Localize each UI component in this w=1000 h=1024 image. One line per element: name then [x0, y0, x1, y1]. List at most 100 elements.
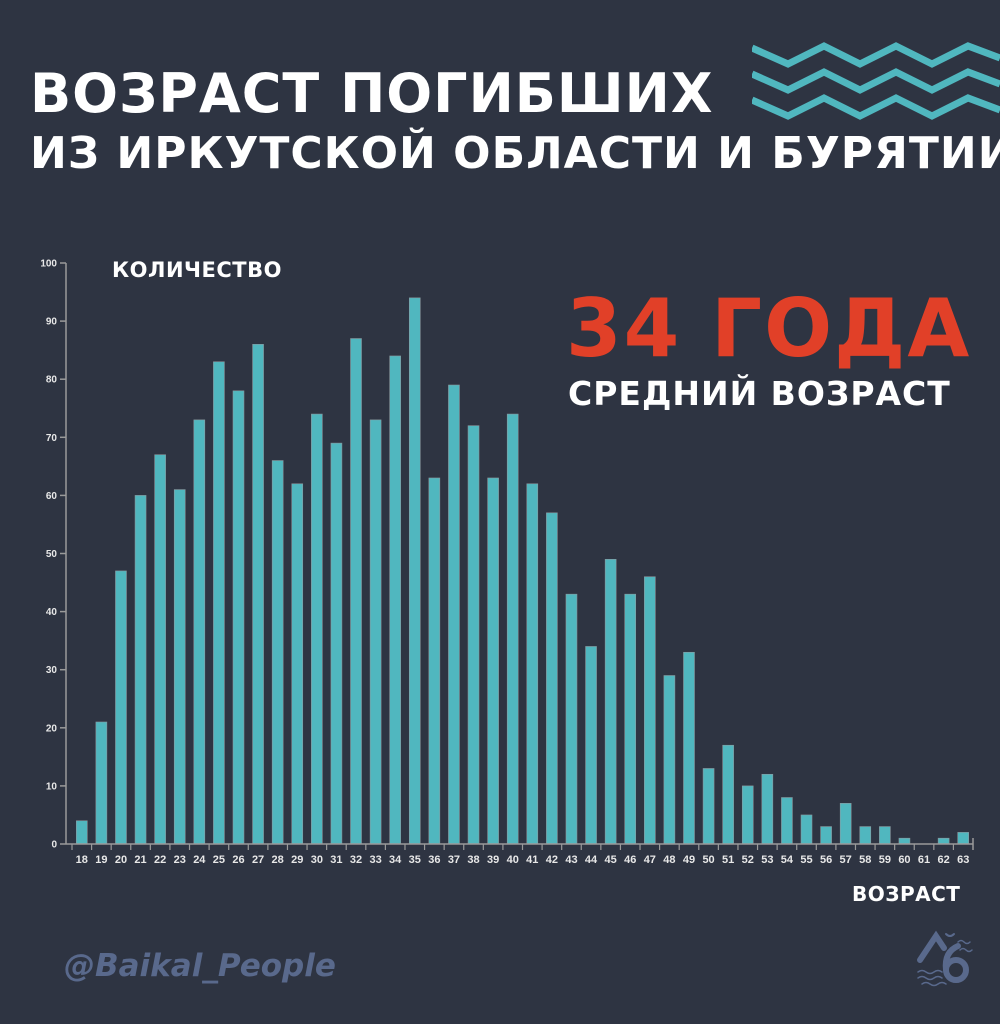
bar-age-31 [330, 442, 343, 845]
bar-age-38 [467, 425, 480, 845]
bar-age-54 [781, 797, 793, 845]
bar-age-63 [957, 832, 969, 845]
x-tick-label: 34 [389, 854, 402, 866]
x-tick-label: 18 [76, 854, 88, 866]
x-tick-label: 45 [605, 854, 617, 866]
bar-age-21 [134, 495, 147, 845]
bar-age-58 [859, 826, 872, 845]
x-tick-label: 42 [546, 854, 558, 866]
bar-age-60 [898, 837, 911, 845]
bar-age-19 [95, 721, 108, 845]
x-tick-label: 58 [859, 854, 871, 866]
baikal-people-logo-icon [917, 930, 973, 987]
bar-age-40 [506, 413, 519, 845]
x-tick-label: 31 [330, 854, 342, 866]
bar-age-43 [565, 593, 578, 845]
x-tick-label: 50 [702, 854, 714, 866]
bar-age-39 [487, 477, 499, 845]
bar-age-37 [448, 384, 460, 845]
bar-age-55 [800, 814, 813, 845]
bar-age-27 [252, 344, 264, 845]
x-tick-label: 20 [115, 854, 127, 866]
x-tick-label: 44 [585, 854, 598, 866]
x-axis: 18 19 20 21 22 23 24 25 26 27 28 29 30 31 32 33 34 35 36 37… [66, 838, 974, 866]
x-tick-label: 51 [722, 854, 734, 866]
x-tick-label: 55 [800, 854, 812, 866]
y-tick-label: 20 [46, 723, 58, 734]
x-tick-label: 48 [663, 854, 675, 866]
bar-age-32 [350, 338, 362, 845]
watermark-handle: @Baikal_People [64, 948, 336, 984]
bar-age-52 [741, 785, 754, 845]
x-tick-label: 21 [134, 854, 146, 866]
x-tick-label: 57 [840, 854, 852, 866]
bar-age-18 [76, 820, 88, 845]
bar-age-30 [311, 413, 323, 845]
bar-age-62 [937, 837, 950, 845]
bar-age-50 [702, 768, 715, 845]
x-tick-label: 61 [918, 854, 930, 866]
bar-age-48 [663, 675, 676, 845]
x-tick-label: 41 [526, 854, 538, 866]
average-age-label: СРЕДНИЙ ВОЗРАСТ [568, 374, 951, 413]
bar-age-49 [683, 651, 695, 845]
x-tick-label: 52 [742, 854, 754, 866]
x-tick-label: 43 [565, 854, 577, 866]
bar-age-41 [526, 483, 539, 845]
y-tick-label: 60 [46, 491, 58, 502]
y-tick-label: 30 [46, 665, 58, 676]
x-tick-label: 37 [448, 854, 460, 866]
bar-age-36 [428, 477, 441, 845]
x-tick-label: 30 [311, 854, 323, 866]
x-tick-label: 54 [781, 854, 794, 866]
x-tick-label: 60 [898, 854, 910, 866]
bar-age-34 [389, 355, 401, 845]
y-tick-label: 10 [46, 781, 58, 792]
bar-age-28 [271, 460, 284, 845]
bar-age-59 [879, 826, 891, 845]
y-tick-label: 40 [46, 607, 58, 618]
y-tick-label: 50 [46, 549, 58, 560]
bars [76, 297, 969, 845]
x-tick-label: 49 [683, 854, 695, 866]
title-line-1: ВОЗРАСТ ПОГИБШИХ [30, 62, 714, 125]
x-tick-label: 33 [369, 854, 381, 866]
x-tick-label: 62 [937, 854, 949, 866]
bar-age-53 [761, 773, 774, 845]
x-tick-label: 24 [193, 854, 206, 866]
bar-age-35 [408, 297, 421, 845]
y-tick-label: 90 [46, 317, 58, 328]
bar-age-20 [115, 570, 127, 845]
bar-age-44 [585, 646, 597, 845]
x-tick-label: 40 [507, 854, 519, 866]
x-tick-label: 36 [428, 854, 440, 866]
y-tick-label: 70 [46, 433, 58, 444]
x-tick-label: 53 [761, 854, 773, 866]
x-tick-label: 23 [174, 854, 186, 866]
x-tick-label: 29 [291, 854, 303, 866]
y-tick-label: 100 [40, 259, 57, 270]
title-line-2: ИЗ ИРКУТСКОЙ ОБЛАСТИ И БУРЯТИИ [30, 128, 1000, 179]
y-tick-label: 80 [46, 375, 58, 386]
y-axis-label: КОЛИЧЕСТВО [112, 258, 282, 282]
x-axis-label: ВОЗРАСТ [852, 882, 961, 906]
x-tick-label: 28 [272, 854, 284, 866]
x-tick-label: 22 [154, 854, 166, 866]
x-tick-label: 46 [624, 854, 636, 866]
bar-age-47 [644, 576, 656, 845]
x-tick-label: 38 [467, 854, 479, 866]
x-tick-label: 56 [820, 854, 832, 866]
bar-age-57 [839, 803, 852, 845]
x-tick-label: 25 [213, 854, 225, 866]
x-tick-label: 35 [409, 854, 421, 866]
decorative-waves-icon [752, 42, 1000, 120]
bar-age-22 [154, 454, 166, 845]
bar-age-25 [213, 361, 225, 845]
x-tick-label: 32 [350, 854, 362, 866]
x-tick-label: 27 [252, 854, 264, 866]
y-tick-label: 0 [51, 840, 57, 851]
bar-age-45 [604, 559, 617, 845]
x-tick-label: 26 [232, 854, 244, 866]
bar-age-29 [291, 483, 304, 845]
